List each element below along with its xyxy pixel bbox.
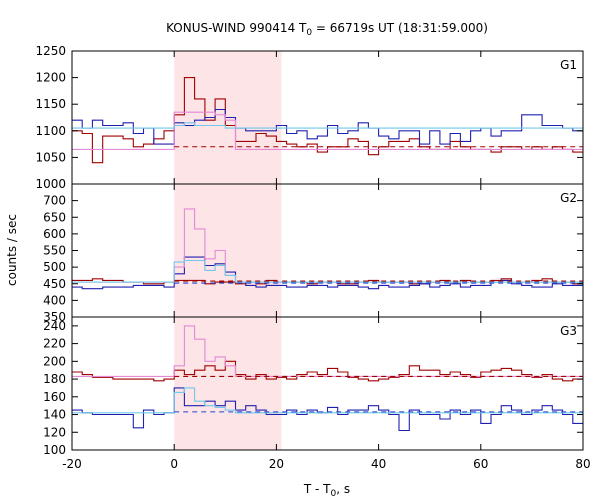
x-tick-label-5: 80 xyxy=(575,457,590,471)
y-tick-label-G2-2: 450 xyxy=(43,277,66,291)
y-tick-label-G3-6: 220 xyxy=(43,337,66,351)
y-tick-label-G3-5: 200 xyxy=(43,354,66,368)
x-tick-label-4: 60 xyxy=(473,457,488,471)
panel-label-G1: G1 xyxy=(560,58,577,72)
y-tick-label-G3-4: 180 xyxy=(43,372,66,386)
y-tick-label-G2-6: 650 xyxy=(43,210,66,224)
panel-frame-G3 xyxy=(71,316,584,451)
chart-title: KONUS-WIND 990414 T0 = 66719s UT (18:31:… xyxy=(166,21,488,38)
series-red-G3 xyxy=(72,360,583,382)
y-tick-label-G2-7: 700 xyxy=(43,194,66,208)
series-blue-G1 xyxy=(72,108,583,145)
y-axis-label: counts / sec xyxy=(5,214,19,286)
y-tick-label-G3-2: 140 xyxy=(43,408,66,422)
panel-label-G3: G3 xyxy=(560,324,577,338)
y-tick-label-G2-0: 350 xyxy=(43,310,66,324)
x-tick-label-1: 0 xyxy=(170,457,178,471)
series-pink-G1 xyxy=(72,111,583,150)
x-tick-label-3: 40 xyxy=(371,457,386,471)
panel-frame-G2 xyxy=(71,183,584,318)
y-tick-label-G2-4: 550 xyxy=(43,244,66,258)
y-tick-label-G1-2: 1100 xyxy=(35,124,66,138)
series-cyan-G1 xyxy=(72,122,583,129)
series-red-G1 xyxy=(72,77,583,164)
series-pink-G2 xyxy=(72,208,583,283)
y-tick-label-G3-7: 240 xyxy=(43,319,66,333)
highlight-interval-G3 xyxy=(174,317,282,450)
panel-frame-G1 xyxy=(71,50,584,185)
y-tick-label-G3-0: 100 xyxy=(43,443,66,457)
y-tick-label-G2-1: 400 xyxy=(43,293,66,307)
y-tick-label-G1-5: 1250 xyxy=(35,44,66,58)
y-tick-label-G1-3: 1150 xyxy=(35,97,66,111)
series-cyan-G2 xyxy=(72,259,583,283)
y-tick-label-G3-3: 160 xyxy=(43,390,66,404)
y-tick-label-G2-5: 600 xyxy=(43,227,66,241)
y-tick-label-G1-4: 1200 xyxy=(35,71,66,85)
x-tick-label-0: -20 xyxy=(62,457,82,471)
x-axis-label: T - T0, s xyxy=(303,482,350,499)
series-cyan-G3 xyxy=(72,387,583,414)
x-tick-label-2: 20 xyxy=(269,457,284,471)
y-tick-label-G3-1: 120 xyxy=(43,425,66,439)
y-tick-label-G2-3: 500 xyxy=(43,260,66,274)
highlight-interval-G2 xyxy=(174,184,282,317)
series-blue-G3 xyxy=(72,387,583,432)
y-tick-label-G1-1: 1050 xyxy=(35,150,66,164)
y-tick-label-G1-0: 1000 xyxy=(35,177,66,191)
panel-label-G2: G2 xyxy=(560,191,577,205)
